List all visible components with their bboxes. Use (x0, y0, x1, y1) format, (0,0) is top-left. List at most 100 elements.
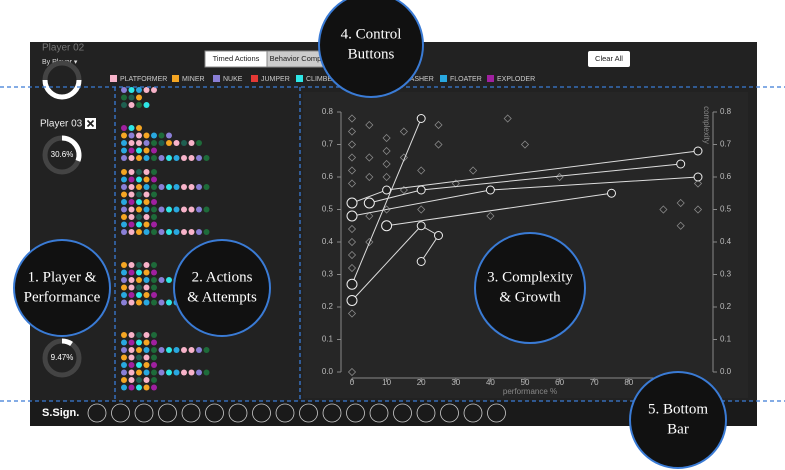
signature-glyph[interactable] (275, 403, 295, 423)
action-dot (196, 184, 202, 190)
clear-button[interactable] (588, 51, 630, 67)
action-dot (203, 347, 210, 353)
action-dot (121, 140, 127, 146)
action-dot (203, 155, 210, 161)
attempt-point (382, 172, 391, 182)
attempt-node (416, 185, 426, 195)
action-dot (128, 277, 135, 283)
action-dot (196, 140, 202, 146)
action-dot (136, 132, 142, 139)
attempt-point (365, 211, 374, 221)
attempt-node (485, 185, 495, 195)
action-dot (136, 292, 142, 298)
attempt-node (607, 188, 616, 198)
action-dot (128, 206, 135, 213)
action-dot (151, 292, 157, 298)
action-dot (158, 206, 165, 213)
action-dot (136, 347, 142, 353)
signature-glyph[interactable] (299, 403, 318, 423)
signature-glyph[interactable] (158, 403, 177, 423)
action-dot (121, 147, 127, 154)
action-dot (121, 191, 127, 198)
action-dot (136, 147, 142, 154)
annotation-bubble (13, 239, 111, 337)
action-dot (188, 347, 195, 353)
action-dot (121, 299, 127, 306)
action-dot (121, 384, 127, 391)
signature-glyph[interactable] (369, 403, 389, 423)
signature-glyph[interactable] (346, 403, 365, 423)
action-dot (143, 347, 150, 353)
action-dot (121, 184, 127, 190)
action-dot (121, 269, 127, 276)
action-dot (151, 169, 157, 175)
player-label: Player 02 (42, 43, 85, 54)
action-dot (128, 377, 135, 383)
signature-glyph[interactable] (440, 403, 459, 423)
signature-glyph[interactable] (252, 403, 271, 423)
attempt-point (676, 198, 685, 208)
legend-swatch (440, 75, 447, 82)
legend-label: FLOATER (450, 76, 482, 83)
action-dot (188, 369, 195, 376)
action-dot (151, 369, 157, 376)
action-dot (128, 292, 135, 298)
signature-glyph[interactable] (228, 403, 248, 423)
action-dot (136, 354, 142, 361)
tab-label[interactable]: Timed Actions (213, 54, 260, 63)
signature-glyph[interactable] (205, 403, 224, 423)
action-dot (151, 354, 157, 361)
attempt-point (434, 120, 443, 130)
action-dot (181, 206, 187, 213)
action-dot (151, 191, 157, 198)
tab-label[interactable]: Behavior Complexity (270, 54, 339, 63)
attempt-point (382, 205, 391, 214)
y2-tick-label: 0.7 (720, 140, 732, 149)
action-dot (143, 191, 150, 198)
action-dot (151, 347, 157, 353)
action-dot (143, 384, 150, 391)
x-tick-label: 80 (624, 378, 633, 387)
legend-label: JUMPER (261, 76, 290, 83)
action-dot (136, 299, 142, 306)
x-tick-label: 0 (350, 378, 355, 387)
signature-glyph[interactable] (416, 403, 436, 423)
action-dot (128, 362, 135, 368)
y-tick-label: 0.2 (322, 302, 334, 311)
action-dot (121, 206, 127, 213)
signature-glyph[interactable] (181, 403, 201, 423)
action-dot (173, 140, 180, 146)
signature-glyph[interactable] (111, 403, 130, 423)
action-dot (151, 229, 157, 235)
clear-label[interactable]: Clear All (595, 54, 623, 63)
action-dot (128, 87, 135, 93)
signature-glyph[interactable] (487, 403, 506, 423)
attempt-point (417, 166, 426, 175)
action-dot (196, 206, 202, 213)
action-dot (121, 284, 127, 291)
signature-glyph[interactable] (134, 403, 154, 423)
action-dot (128, 384, 135, 391)
action-dot (128, 347, 135, 353)
attempt-node (676, 159, 686, 169)
action-dot (173, 229, 180, 235)
action-dot (181, 369, 187, 376)
attempt-point (503, 114, 512, 123)
signature-glyph[interactable] (463, 403, 483, 423)
action-dot (158, 155, 165, 161)
attempt-point (347, 114, 357, 123)
action-dot (158, 347, 165, 353)
action-dot (136, 384, 142, 391)
signature-glyph[interactable] (322, 403, 342, 423)
signature-glyph[interactable] (87, 403, 107, 423)
signature-glyph[interactable] (393, 403, 412, 423)
action-dot (143, 140, 150, 146)
action-dot (128, 176, 135, 183)
action-dot (151, 269, 157, 276)
annotation-text: 1. Player & (28, 269, 97, 285)
action-dot (128, 269, 135, 276)
attempt-node (346, 278, 358, 290)
action-dot (121, 94, 127, 101)
action-dot (196, 347, 202, 353)
